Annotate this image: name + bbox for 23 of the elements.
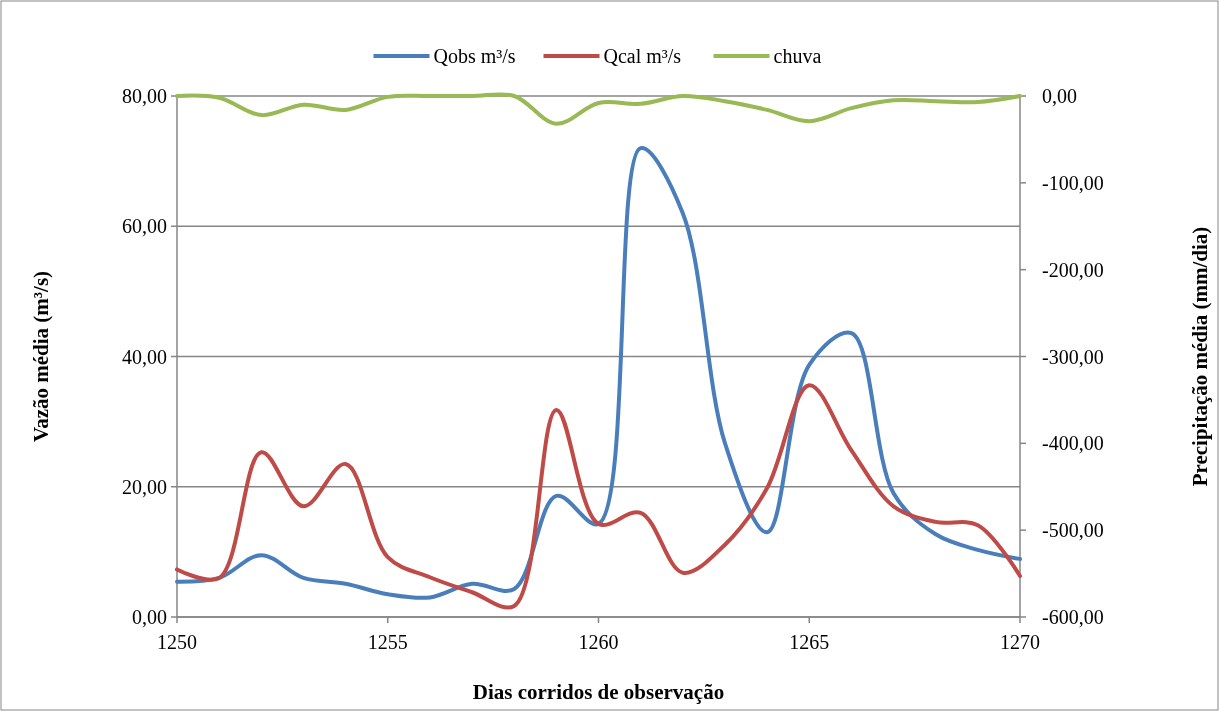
- y2-tick-label: -400,00: [1042, 432, 1104, 455]
- y2-tick-label: -200,00: [1042, 258, 1104, 281]
- y-axis-title: Vazão média (m³/s): [29, 270, 53, 443]
- y-tick-label: 0,00: [132, 606, 167, 628]
- y2-tick-label: -600,00: [1042, 606, 1104, 628]
- y2-tick-label: -300,00: [1042, 345, 1104, 368]
- y-tick-label: 20,00: [122, 475, 167, 498]
- y-tick-label: 80,00: [122, 85, 167, 107]
- x-axis-title: Dias corridos de observação: [472, 680, 725, 704]
- y2-tick-label: -100,00: [1042, 171, 1104, 194]
- y2-axis-title: Precipitação média (mm/dia): [1188, 226, 1212, 487]
- legend-label: Qobs m³/s: [433, 45, 516, 67]
- legend-label: chuva: [773, 45, 822, 67]
- x-tick-label: 1265: [789, 631, 830, 653]
- x-tick-label: 1260: [578, 631, 619, 653]
- y-tick-label: 40,00: [122, 345, 167, 368]
- legend-label: Qcal m³/s: [603, 45, 682, 67]
- x-tick-label: 1250: [157, 631, 197, 653]
- y2-tick-label: -500,00: [1042, 519, 1104, 542]
- x-tick-label: 1270: [1000, 631, 1040, 653]
- y2-tick-label: 0,00: [1042, 85, 1077, 107]
- x-tick-label: 1255: [367, 631, 408, 653]
- y-tick-label: 60,00: [122, 215, 167, 238]
